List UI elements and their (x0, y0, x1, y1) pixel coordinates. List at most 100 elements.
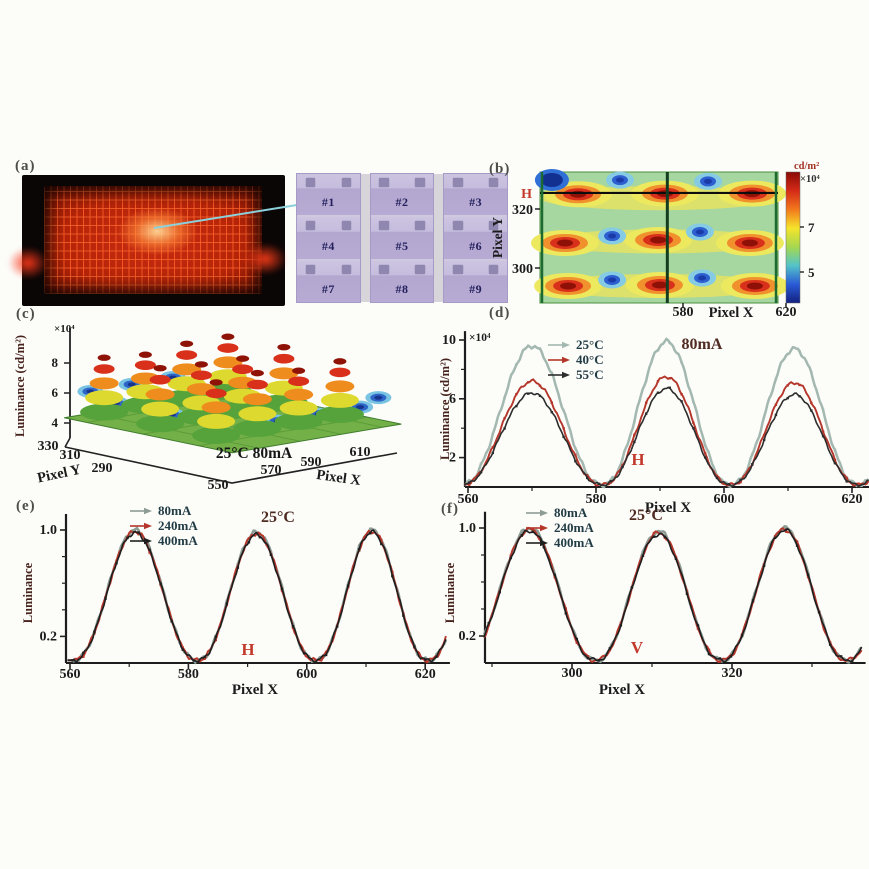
svg-text:Pixel Y: Pixel Y (36, 462, 83, 487)
chip-cell: #5 (370, 217, 434, 261)
chip-label: #7 (321, 281, 335, 296)
svg-text:560: 560 (458, 492, 479, 507)
chip-inset: #1 #4 #7 #2 #5 #8 #3 #6 #9 (296, 173, 509, 303)
svg-text:H: H (631, 450, 644, 469)
panel-f-label: (f) (441, 501, 459, 517)
chip-label: #2 (395, 195, 409, 210)
chip-cell: #6 (444, 217, 508, 261)
chip-cell: #9 (444, 260, 508, 302)
svg-text:80mA: 80mA (158, 503, 192, 518)
chip-cell: #8 (370, 260, 434, 302)
svg-text:V: V (631, 638, 644, 657)
svg-text:80mA: 80mA (554, 505, 588, 520)
chip-cell: #1 (297, 174, 360, 218)
svg-text:10: 10 (442, 333, 456, 348)
svg-text:600: 600 (714, 492, 735, 507)
svg-text:25°C: 25°C (261, 509, 295, 526)
led-array-glow (44, 186, 262, 294)
chip-column-3: #3 #6 #9 (443, 173, 509, 303)
line-chart-current-horizontal: 560 580 600 620 0.2 1.0 Pixel X Luminance 80mA24… (21, 503, 450, 698)
svg-text:560: 560 (60, 667, 81, 682)
chip-column-2: #2 #5 #8 (369, 173, 435, 303)
panel-b-label: (b) (489, 161, 511, 177)
svg-text:310: 310 (60, 448, 81, 463)
svg-text:Luminance (cd/m²): Luminance (cd/m²) (13, 335, 27, 437)
chip-cell: #4 (297, 217, 360, 261)
svg-text:580: 580 (586, 492, 607, 507)
svg-text:600: 600 (296, 667, 317, 682)
svg-text:300: 300 (512, 262, 533, 277)
svg-text:Pixel X: Pixel X (315, 467, 362, 489)
panel-a-label: (a) (15, 158, 36, 174)
svg-text:80mA: 80mA (682, 336, 723, 353)
line-chart-current-vertical: 300 320 0.2 1.0 Pixel X Luminance 80mA240mA400… (443, 505, 866, 698)
chip-label: #4 (321, 238, 335, 253)
svg-text:Pixel X: Pixel X (645, 500, 691, 516)
chip-label: #6 (469, 238, 483, 253)
svg-text:cd/m²: cd/m² (794, 161, 819, 172)
svg-text:0.2: 0.2 (40, 629, 58, 644)
led-array-photo (22, 175, 285, 306)
svg-text:25°C 80mA: 25°C 80mA (216, 445, 293, 462)
chip-label: #1 (321, 195, 335, 210)
svg-text:580: 580 (178, 667, 199, 682)
svg-text:Pixel Y: Pixel Y (490, 217, 505, 258)
svg-text:×10⁴: ×10⁴ (54, 323, 75, 335)
svg-text:Luminance (cd/m²): Luminance (cd/m²) (438, 358, 452, 460)
svg-text:610: 610 (350, 445, 371, 460)
stray-light-right (243, 243, 287, 275)
svg-text:Pixel X: Pixel X (709, 305, 754, 321)
svg-text:25°C: 25°C (629, 507, 663, 524)
svg-text:55°C: 55°C (576, 367, 604, 382)
svg-text:300: 300 (562, 666, 583, 681)
svg-text:240mA: 240mA (158, 518, 198, 533)
svg-text:400mA: 400mA (158, 533, 198, 548)
svg-text:330: 330 (38, 439, 59, 454)
svg-text:6: 6 (449, 392, 456, 407)
svg-text:H: H (241, 640, 254, 659)
svg-text:×10⁴: ×10⁴ (800, 174, 820, 185)
svg-text:240mA: 240mA (554, 520, 594, 535)
svg-text:620: 620 (776, 305, 797, 320)
svg-text:5: 5 (808, 265, 815, 280)
svg-text:7: 7 (808, 220, 815, 235)
svg-text:1.0: 1.0 (40, 523, 58, 538)
svg-text:H: H (521, 187, 532, 202)
chip-label: #3 (469, 195, 483, 210)
svg-text:320: 320 (722, 666, 743, 681)
svg-text:Luminance: Luminance (443, 562, 457, 623)
svg-text:4: 4 (52, 415, 59, 430)
svg-text:25°C: 25°C (576, 337, 604, 352)
svg-text:550: 550 (208, 478, 229, 493)
chip-column-1: #1 #4 #7 (296, 173, 361, 303)
stray-light-left (8, 247, 48, 279)
svg-text:620: 620 (842, 492, 863, 507)
chip-cell: #3 (444, 174, 508, 218)
svg-text:400mA: 400mA (554, 535, 594, 550)
chip-label: #5 (395, 238, 409, 253)
svg-text:Pixel X: Pixel X (232, 682, 278, 698)
line-chart-temperature: 560 580 600 620 2 6 10 ×10⁴ Pixel X Luminance (cd… (438, 331, 869, 516)
svg-text:×10⁴: ×10⁴ (469, 332, 491, 344)
svg-text:620: 620 (415, 667, 436, 682)
chip-label: #8 (395, 281, 409, 296)
svg-text:580: 580 (673, 305, 694, 320)
chip-cell: #7 (297, 260, 360, 302)
panel-d-label: (d) (489, 305, 511, 321)
svg-text:Pixel X: Pixel X (599, 682, 645, 698)
svg-text:2: 2 (449, 451, 456, 466)
svg-text:570: 570 (261, 463, 282, 478)
chip-label: #9 (469, 281, 483, 296)
heatmap-chart: 320 300 580 620 Pixel X Pixel Y H 7 5 cd/m² ×10⁴ (490, 161, 820, 321)
svg-text:Luminance: Luminance (21, 562, 35, 623)
svg-text:0.2: 0.2 (459, 629, 477, 644)
svg-text:590: 590 (301, 455, 322, 470)
svg-text:8: 8 (52, 355, 59, 370)
chip-cell: #2 (370, 174, 434, 218)
svg-text:320: 320 (512, 203, 533, 218)
svg-text:290: 290 (92, 461, 113, 476)
panel-c-label: (c) (16, 306, 36, 322)
svg-text:1.0: 1.0 (459, 521, 477, 536)
